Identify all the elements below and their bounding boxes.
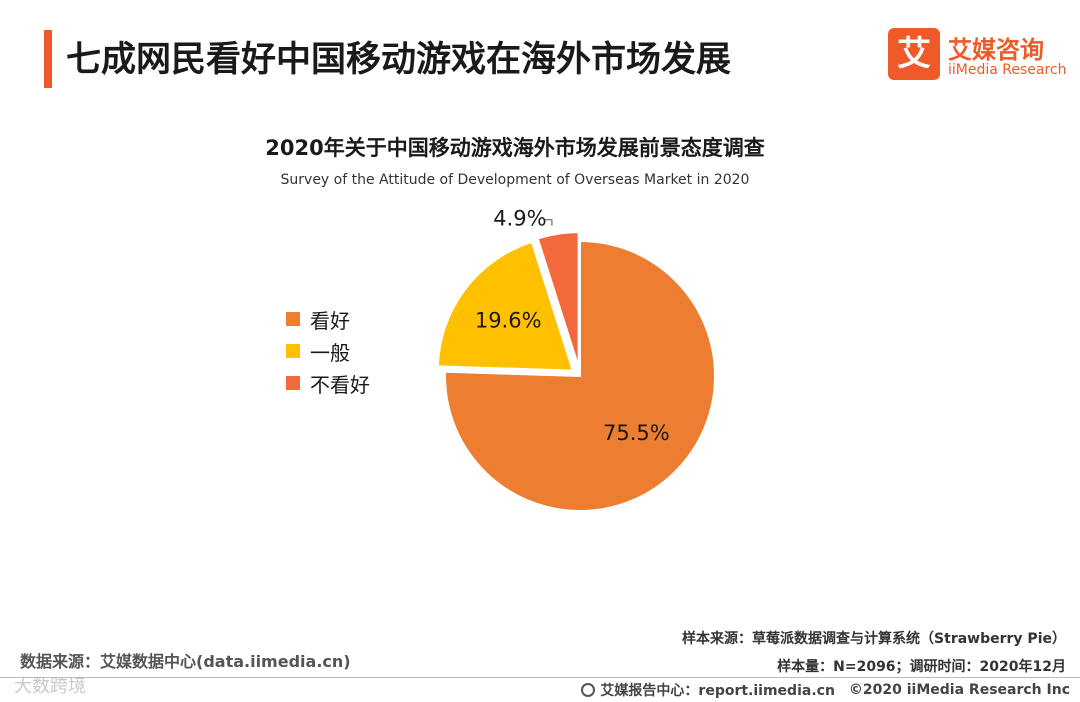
pie-label-neutral: 19.6%	[475, 309, 542, 333]
pie-label-optimistic: 75.5%	[603, 421, 670, 445]
sample-info: 样本量：N=2096；调研时间：2020年12月	[777, 659, 1066, 675]
legend-item-pessimistic: 不看好	[286, 367, 370, 399]
footer-divider	[0, 677, 1080, 678]
logo-en-text: iiMedia Research	[948, 62, 1067, 78]
pie-leader-pessimistic	[544, 219, 553, 226]
copyright: ©2020 iiMedia Research Inc	[848, 682, 1070, 698]
legend-swatch-pessimistic	[286, 376, 300, 390]
title-accent-bar	[44, 30, 52, 88]
chart-title: 2020年关于中国移动游戏海外市场发展前景态度调查	[265, 136, 765, 160]
pie-slice-neutral	[436, 240, 575, 372]
globe-icon	[581, 683, 596, 697]
logo-cn-text: 艾媒咨询	[948, 36, 1044, 64]
page-title: 七成网民看好中国移动游戏在海外市场发展	[66, 40, 732, 80]
legend-label-optimistic: 看好	[310, 308, 350, 333]
data-source: 数据来源：艾媒数据中心(data.iimedia.cn)	[20, 652, 351, 671]
chart-legend: 看好 一般 不看好	[286, 303, 370, 399]
report-center-link[interactable]: 艾媒报告中心：report.iimedia.cn	[600, 683, 835, 699]
pie-slice-pessimistic	[536, 231, 580, 368]
pie-slice-optimistic	[444, 239, 716, 512]
sample-source: 样本来源：草莓派数据调查与计算系统（Strawberry Pie）	[682, 631, 1066, 647]
watermark: 大数跨境	[14, 676, 86, 697]
legend-item-neutral: 一般	[286, 335, 370, 367]
iimedia-logo: 艾 艾媒咨询 iiMedia Research	[888, 28, 1068, 84]
legend-label-pessimistic: 不看好	[310, 372, 370, 397]
footer-bar: 艾媒报告中心：report.iimedia.cn ©2020 iiMedia R…	[581, 680, 1070, 700]
chart-subtitle: Survey of the Attitude of Development of…	[280, 172, 750, 188]
pie-label-pessimistic: 4.9%	[493, 207, 546, 231]
legend-swatch-neutral	[286, 344, 300, 358]
legend-item-optimistic: 看好	[286, 303, 370, 335]
legend-swatch-optimistic	[286, 312, 300, 326]
logo-mark-icon: 艾	[888, 28, 940, 80]
legend-label-neutral: 一般	[310, 340, 350, 365]
